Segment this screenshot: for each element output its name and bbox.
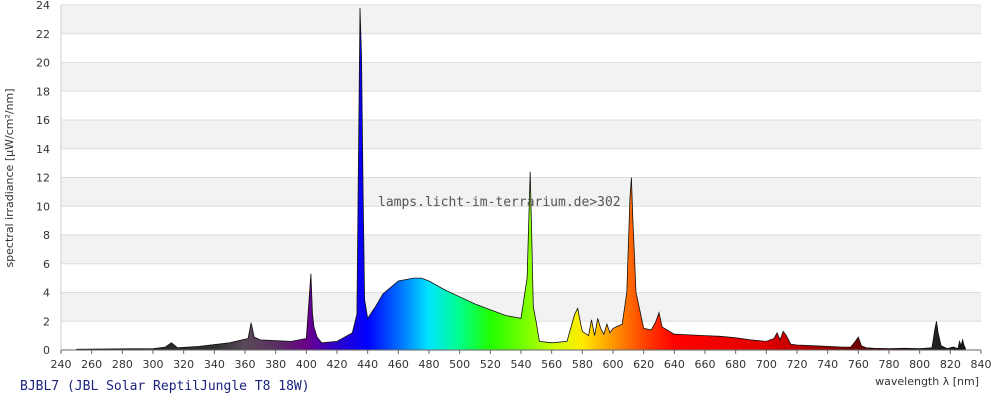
y-axis-label: spectral irradiance [µW/cm²/nm] [3,88,16,267]
y-tick-label: 20 [36,57,50,70]
grid-bands [61,5,981,350]
y-tick-label: 22 [36,28,50,41]
y-tick-label: 4 [43,287,50,300]
x-tick-label: 460 [388,358,409,371]
grid-band [61,206,981,235]
x-tick-label: 340 [204,358,225,371]
y-tick-label: 0 [43,344,50,357]
y-tick-label: 10 [36,200,50,213]
grid-band [61,62,981,92]
x-tick-label: 420 [327,358,348,371]
grid-band [61,5,981,34]
x-tick-label: 740 [817,358,838,371]
x-tick-label: 280 [112,358,133,371]
x-axis-label: wavelength λ [nm] [875,375,979,388]
y-tick-label: 6 [43,258,50,271]
x-tick-label: 760 [848,358,869,371]
y-tick-label: 8 [43,229,50,242]
x-tick-label: 620 [633,358,654,371]
x-tick-label: 540 [511,358,532,371]
y-tick-label: 24 [36,0,50,12]
x-tick-label: 400 [296,358,317,371]
x-tick-label: 840 [971,358,992,371]
grid-band [61,33,981,63]
x-tick-label: 380 [265,358,286,371]
y-tick-label: 18 [36,85,50,98]
y-tick-label: 16 [36,114,50,127]
spectrum-outline [76,7,967,350]
x-tick-label: 660 [695,358,716,371]
x-tick-label: 520 [480,358,501,371]
grid-band [61,177,981,207]
grid-band [61,263,981,293]
x-tick-label: 800 [909,358,930,371]
x-tick-label: 260 [81,358,102,371]
x-tick-label: 440 [357,358,378,371]
y-tick-label: 14 [36,143,50,156]
grid-band [61,235,981,264]
x-tick-label: 700 [756,358,777,371]
x-tick-label: 640 [664,358,685,371]
grid-band [61,120,981,149]
x-tick-label: 240 [51,358,72,371]
lamp-label: BJBL7 (JBL Solar ReptilJungle T8 18W) [20,379,310,394]
x-tick-labels: 240 260 280 300 320 340 360 380 400 420 440 460 480 5… [51,350,992,371]
x-tick-label: 500 [449,358,470,371]
x-tick-label: 560 [541,358,562,371]
grid-band [61,91,981,120]
x-tick-label: 780 [879,358,900,371]
y-tick-label: 12 [36,172,50,185]
x-tick-label: 300 [143,358,164,371]
grid-band [61,148,981,178]
y-tick-label: 2 [43,315,50,328]
x-tick-label: 680 [725,358,746,371]
x-tick-label: 320 [173,358,194,371]
x-tick-label: 580 [572,358,593,371]
x-tick-label: 480 [419,358,440,371]
x-tick-label: 600 [603,358,624,371]
watermark: lamps.licht-im-terrarium.de>302 [378,195,621,210]
x-tick-label: 720 [787,358,808,371]
x-tick-label: 360 [235,358,256,371]
x-tick-label: 820 [940,358,961,371]
